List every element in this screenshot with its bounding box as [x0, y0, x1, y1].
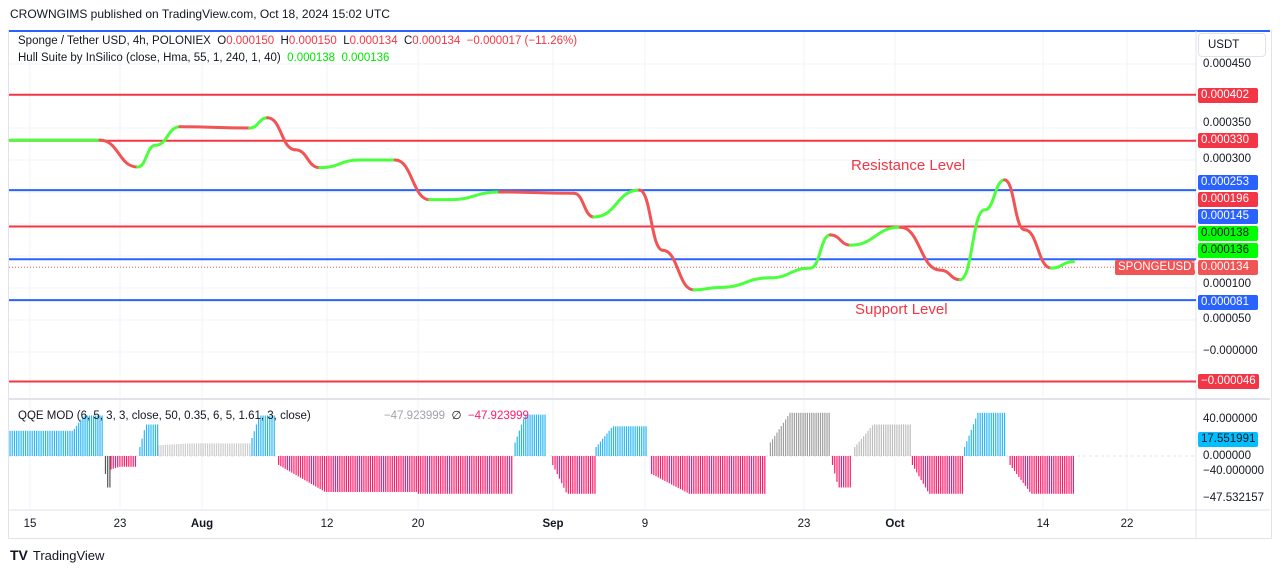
hull-segment	[1023, 228, 1053, 270]
hull-segment	[692, 285, 722, 292]
price-tag: 0.000196	[1198, 192, 1258, 207]
tradingview-logo[interactable]: TV TradingView	[10, 547, 104, 563]
axis-tick: 0.000100	[1203, 278, 1251, 290]
hull-segment	[153, 125, 182, 147]
hull-segment	[592, 188, 641, 219]
qqe-null-symbol: ∅	[451, 410, 462, 422]
time-label: 9	[641, 518, 649, 530]
time-label: 14	[1036, 518, 1050, 530]
resistance-annotation: Resistance Level	[851, 157, 966, 174]
qqe-axis-tick: −40.000000	[1203, 465, 1265, 477]
time-label: 23	[113, 518, 127, 530]
hull-segment	[266, 116, 297, 152]
hull-value-1: 0.000138	[287, 52, 336, 64]
close-label: C	[403, 35, 413, 47]
hull-value-2: 0.000136	[341, 52, 390, 64]
open-label: O	[217, 35, 227, 47]
price-tag: 0.000081	[1198, 295, 1258, 310]
symbol-name: Sponge / Tether USD, 4h, POLONIEX	[18, 35, 211, 47]
axis-tick: −0.000000	[1203, 345, 1258, 357]
qqe-axis-tick: 40.000000	[1203, 413, 1258, 425]
symbol-tag: SPONGEUSDT	[1115, 260, 1199, 275]
hull-segment	[958, 208, 987, 282]
price-tag: 0.000145	[1198, 209, 1258, 224]
change-value: −0.000017 (−11.26%)	[466, 35, 578, 47]
qqe-name: QQE MOD (6, 5, 3, 3, close, 50, 0.35, 6,…	[18, 410, 311, 422]
price-tag: 0.000136	[1198, 243, 1258, 258]
publisher-caption: CROWNGIMS published on TradingView.com, …	[10, 7, 390, 21]
hull-segment	[808, 233, 832, 270]
hull-segment	[498, 190, 576, 195]
hull-segment	[1049, 260, 1075, 270]
hull-segment	[661, 248, 696, 292]
time-label: Oct	[885, 518, 905, 530]
qqe-legend[interactable]: QQE MOD (6, 5, 3, 3, close, 50, 0.35, 6,…	[18, 408, 529, 422]
hull-segment	[293, 148, 322, 170]
hull-segment	[318, 158, 362, 170]
hull-segment	[768, 266, 812, 280]
chart-frame	[8, 30, 1272, 539]
symbol-legend: Sponge / Tether USD, 4h, POLONIEX O0.000…	[18, 35, 577, 47]
price-tag: 0.000402	[1198, 88, 1258, 103]
time-label: 20	[411, 518, 425, 530]
qqe-min-label: −47.532157	[1203, 492, 1265, 504]
close-value: 0.000134	[412, 35, 461, 47]
qqe-axis-tick: 0.000000	[1203, 450, 1251, 462]
hull-segment	[983, 178, 1007, 212]
time-label: 12	[320, 518, 334, 530]
currency-selector[interactable]: USDT	[1198, 33, 1266, 57]
time-label: 23	[797, 518, 811, 530]
time-label: Aug	[190, 518, 214, 530]
time-label: 15	[23, 518, 37, 530]
hull-segment	[848, 225, 902, 247]
axis-tick: 0.000050	[1203, 313, 1251, 325]
hull-segment	[718, 276, 772, 289]
price-tag: 0.000138	[1198, 226, 1258, 241]
axis-tick: 0.000350	[1203, 117, 1251, 129]
hull-segment	[572, 191, 596, 219]
qqe-value-2: −47.923999	[467, 410, 529, 422]
tradingview-brand: TradingView	[32, 547, 105, 563]
hull-segment	[98, 138, 140, 169]
hull-name: Hull Suite by InSilico (close, Hma, 55, …	[18, 52, 281, 64]
tradingview-logo-icon: TV	[10, 547, 28, 563]
low-label: L	[343, 35, 350, 47]
open-value: 0.000150	[226, 35, 275, 47]
hull-segment	[178, 125, 252, 130]
high-label: H	[280, 35, 289, 47]
low-value: 0.000134	[349, 35, 398, 47]
hull-segment	[938, 268, 962, 282]
support-annotation: Support Level	[855, 301, 948, 318]
qqe-current-tag: 17.551991	[1198, 432, 1259, 447]
hull-segment	[828, 233, 852, 247]
price-tag: −0.000046	[1198, 374, 1259, 389]
axis-tick: 0.000300	[1203, 153, 1251, 165]
hull-segment	[136, 143, 157, 169]
time-label: Sep	[542, 518, 564, 530]
price-tag: 0.000330	[1198, 133, 1258, 148]
axis-tick: 0.000450	[1203, 58, 1251, 70]
hull-segment	[1003, 178, 1027, 232]
hull-legend[interactable]: Hull Suite by InSilico (close, Hma, 55, …	[18, 52, 389, 64]
hull-segment	[898, 225, 942, 272]
hull-segment	[248, 116, 270, 130]
qqe-value-1: −47.923999	[383, 410, 446, 422]
price-tag: 0.000134	[1198, 260, 1258, 275]
price-tag: 0.000253	[1198, 175, 1258, 190]
high-value: 0.000150	[288, 35, 337, 47]
time-label: 22	[1120, 518, 1134, 530]
hull-segment	[448, 190, 502, 202]
hull-segment	[637, 188, 665, 252]
hull-segment	[393, 158, 432, 202]
